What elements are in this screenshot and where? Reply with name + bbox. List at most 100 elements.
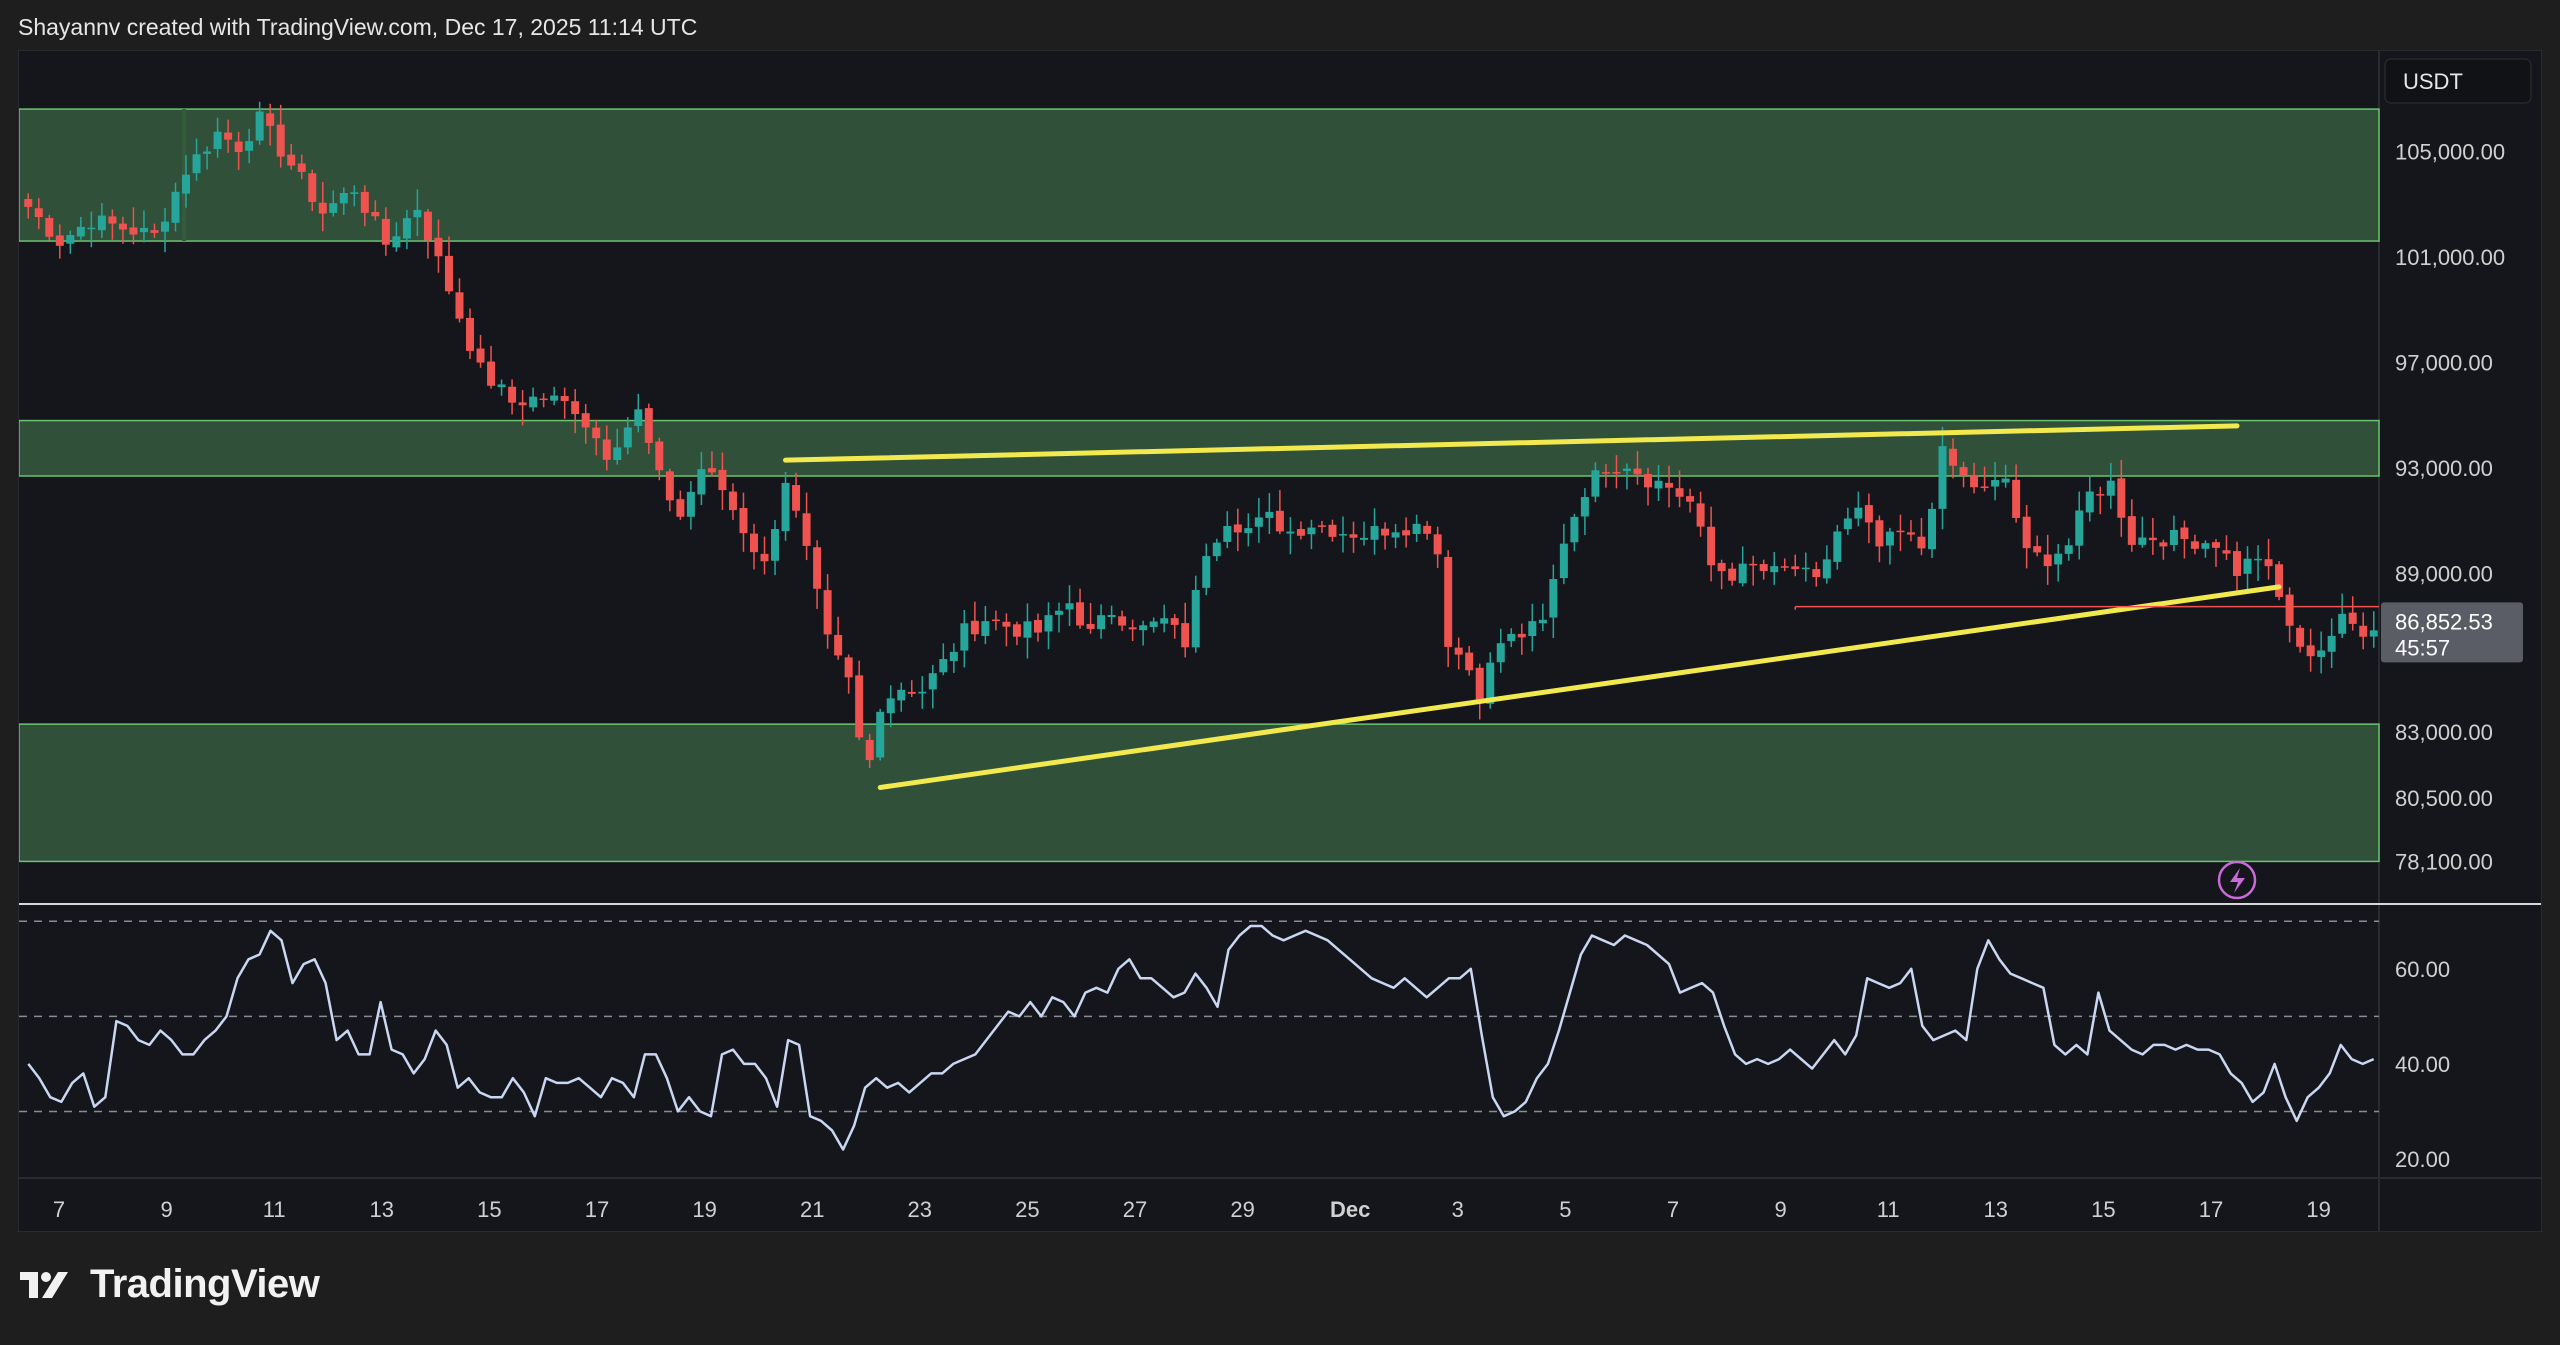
candle-body (2369, 630, 2378, 637)
candle-body (182, 174, 191, 194)
candle-body (2033, 546, 2042, 553)
candle-body (2359, 625, 2368, 637)
candle-body (1549, 579, 1558, 618)
currency-button[interactable] (2384, 58, 2532, 104)
candle-body (1360, 537, 1369, 540)
candle-body (329, 203, 338, 213)
price-tick-label: 97,000.00 (2395, 350, 2493, 375)
candle-body (1139, 625, 1148, 631)
time-tick-label: 15 (477, 1197, 501, 1222)
candle-body (1970, 475, 1979, 488)
tradingview-logo-text: TradingView (90, 1262, 320, 1306)
time-tick-label: 11 (1877, 1197, 1900, 1222)
candle-body (728, 491, 737, 511)
candle-body (1896, 530, 1905, 533)
rsi-tick-label: 40.00 (2395, 1052, 2450, 1077)
candle-body (1885, 531, 1894, 546)
candle-body (160, 221, 169, 232)
time-tick-label: 13 (1984, 1197, 2008, 1222)
candle-body (1465, 652, 1474, 671)
candle-body (402, 218, 411, 239)
candle-body (2327, 635, 2336, 652)
candle-body (2075, 510, 2084, 546)
tradingview-logo-icon (20, 1271, 68, 1298)
time-tick-label: Dec (1330, 1197, 1370, 1222)
candle-body (991, 619, 1000, 622)
candle-body (1212, 542, 1221, 557)
candle-body (2064, 545, 2073, 554)
candle-body (897, 689, 906, 701)
demand-supply-zone-1 (19, 108, 2380, 242)
candle-body (1612, 472, 1621, 474)
candle-body (886, 698, 895, 714)
candle-body (813, 547, 822, 589)
candle-body (1223, 525, 1232, 542)
candle-body (413, 209, 422, 218)
candle-body (118, 223, 127, 230)
candle-body (876, 711, 885, 758)
candle-body (1160, 618, 1169, 624)
candle-body (66, 235, 75, 244)
price-tick-label: 78,100.00 (2395, 849, 2493, 874)
lightning-icon[interactable] (2217, 860, 2257, 900)
candle-body (2159, 542, 2168, 547)
candle-body (2148, 537, 2157, 541)
candle-body (1444, 556, 1453, 647)
candle-body (2043, 554, 2052, 567)
candle-body (1086, 623, 1095, 629)
candle-body (1538, 619, 1547, 624)
candle-body (108, 216, 117, 224)
candle-body (697, 469, 706, 495)
candle-body (1423, 525, 1432, 534)
candle-body (613, 447, 622, 461)
candle-body (297, 163, 306, 172)
candle-body (1012, 624, 1021, 637)
candle-body (844, 657, 853, 678)
candle-body (2275, 564, 2284, 597)
candle-body (560, 396, 569, 402)
candle-body (497, 384, 506, 388)
time-tick-label: 11 (263, 1197, 286, 1222)
candle-body (2233, 551, 2242, 576)
candle-body (1507, 633, 1516, 641)
candle-body (602, 439, 611, 460)
time-tick-label: 17 (2199, 1197, 2223, 1222)
time-tick-label: 29 (1230, 1197, 1254, 1222)
tradingview-logo[interactable]: TradingView (20, 1262, 320, 1307)
price-chart[interactable]: USDT 105,000.00 101,000.00 97,000.00 93,000.… (19, 51, 2541, 1231)
candle-body (1528, 621, 1537, 636)
candle-body (466, 317, 475, 351)
candle-body (1402, 530, 1411, 536)
candle-body (760, 553, 769, 562)
candle-body (571, 401, 580, 415)
candle-body (676, 499, 685, 517)
candle-body (1622, 468, 1631, 472)
candle-body (1780, 566, 1789, 568)
price-tick-label: 89,000.00 (2395, 562, 2493, 587)
last-price-badge (2381, 602, 2523, 663)
candle-body (2022, 516, 2031, 549)
candle-body (539, 398, 548, 401)
candle-body (1233, 524, 1242, 533)
candle-body (1496, 643, 1505, 663)
candle-body (1801, 567, 1810, 570)
candle-body (2012, 479, 2021, 518)
candle-body (224, 132, 233, 140)
candle-body (476, 348, 485, 363)
time-tick-label: 7 (1667, 1197, 1679, 1222)
rsi-line[interactable] (27, 924, 2375, 1151)
candle-body (1949, 448, 1958, 466)
trendline-1[interactable] (783, 423, 2240, 463)
time-tick-label: 7 (53, 1197, 65, 1222)
demand-supply-zone-3 (19, 723, 2380, 863)
candle-body (2317, 650, 2326, 657)
candle-body (1822, 559, 1831, 579)
candle-body (1791, 566, 1800, 570)
chart-panel[interactable]: USDT 105,000.00 101,000.00 97,000.00 93,000.… (18, 50, 2542, 1232)
candle-body (1570, 516, 1579, 543)
candle-body (2054, 553, 2063, 565)
candle-body (581, 413, 590, 428)
candle-body (1254, 517, 1263, 527)
candles-group (24, 101, 2378, 769)
trendline-2[interactable] (877, 584, 2282, 790)
